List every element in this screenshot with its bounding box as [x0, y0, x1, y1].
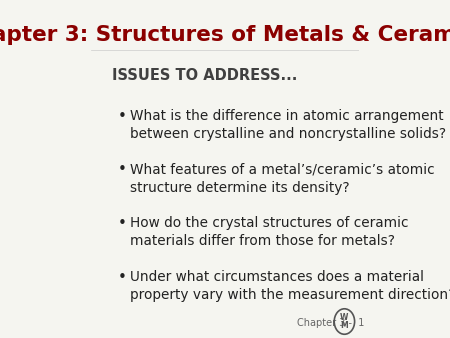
- Text: ISSUES TO ADDRESS...: ISSUES TO ADDRESS...: [112, 68, 297, 83]
- Text: What is the difference in atomic arrangement
between crystalline and noncrystall: What is the difference in atomic arrange…: [130, 108, 446, 141]
- Text: Chapter 3: Structures of Metals & Ceramics: Chapter 3: Structures of Metals & Cerami…: [0, 25, 450, 45]
- Text: Under what circumstances does a material
property vary with the measurement dire: Under what circumstances does a material…: [130, 270, 450, 302]
- Text: Chapter 3 -  1: Chapter 3 - 1: [297, 318, 365, 328]
- Text: •: •: [117, 108, 126, 124]
- Text: •: •: [117, 162, 126, 177]
- Text: W
M: W M: [340, 313, 349, 330]
- Text: •: •: [117, 216, 126, 231]
- Text: •: •: [117, 270, 126, 285]
- Text: What features of a metal’s/ceramic’s atomic
structure determine its density?: What features of a metal’s/ceramic’s ato…: [130, 162, 434, 195]
- Text: How do the crystal structures of ceramic
materials differ from those for metals?: How do the crystal structures of ceramic…: [130, 216, 408, 248]
